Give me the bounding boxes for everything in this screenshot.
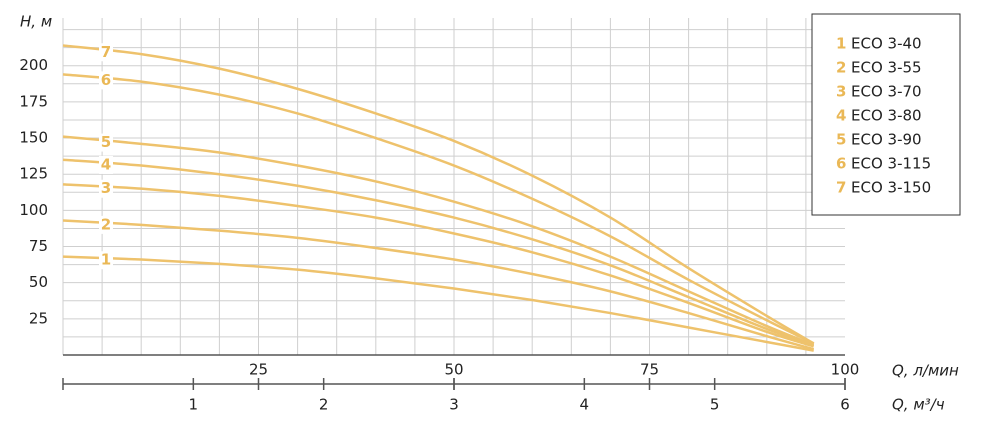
x2-tick-label: 5 bbox=[710, 396, 720, 414]
legend-number: 1 bbox=[836, 35, 846, 53]
curve bbox=[62, 183, 815, 348]
curve-label-bg bbox=[99, 179, 114, 198]
legend-label: ECO 3-115 bbox=[851, 155, 931, 173]
legend-number: 4 bbox=[836, 107, 846, 125]
legend-label: ECO 3-40 bbox=[851, 35, 922, 53]
y-axis-label: H, м bbox=[20, 13, 52, 31]
y-tick-label: 175 bbox=[19, 92, 48, 110]
curve-label-bg bbox=[99, 43, 114, 62]
curve bbox=[62, 44, 815, 345]
legend-number: 5 bbox=[836, 131, 846, 149]
x2-tick-label: 3 bbox=[449, 396, 459, 414]
curve-label: 7 bbox=[101, 43, 111, 61]
legend-label: ECO 3-70 bbox=[851, 83, 922, 101]
curve-label: 6 bbox=[101, 71, 111, 89]
curve bbox=[62, 73, 815, 345]
legend-number: 7 bbox=[836, 179, 846, 197]
x2-tick-label: 1 bbox=[189, 396, 199, 414]
curve-label: 4 bbox=[101, 155, 111, 173]
curve bbox=[62, 135, 815, 347]
x2-tick-label: 6 bbox=[840, 396, 850, 414]
legend-label: ECO 3-90 bbox=[851, 131, 922, 149]
curve-label-bg bbox=[99, 71, 114, 90]
curve-label-bg bbox=[99, 133, 114, 152]
legend-number: 3 bbox=[836, 83, 846, 101]
curve bbox=[62, 158, 815, 347]
y-tick-label: 200 bbox=[19, 56, 48, 74]
x-tick-label: 25 bbox=[249, 361, 268, 379]
curve-label-bg bbox=[99, 251, 114, 270]
curve-label: 3 bbox=[101, 179, 111, 197]
curve-label: 5 bbox=[101, 133, 111, 151]
curve bbox=[62, 219, 815, 351]
y-tick-label: 50 bbox=[29, 273, 48, 291]
legend-box bbox=[811, 13, 961, 216]
x-axis-label: Q, л/мин bbox=[892, 362, 959, 380]
x2-axis-label: Q, м³/ч bbox=[892, 396, 945, 414]
legend-number: 6 bbox=[836, 155, 846, 173]
legend-label: ECO 3-55 bbox=[851, 59, 922, 77]
x-tick-label: 75 bbox=[640, 361, 659, 379]
curve-label: 1 bbox=[101, 251, 111, 269]
curve-label-bg bbox=[99, 155, 114, 174]
x-tick-label: 50 bbox=[444, 361, 463, 379]
x2-tick-label: 4 bbox=[580, 396, 590, 414]
curve bbox=[62, 255, 814, 352]
legend-number: 2 bbox=[836, 59, 846, 77]
x-tick-label: 100 bbox=[831, 361, 860, 379]
legend-label: ECO 3-80 bbox=[851, 107, 922, 125]
curve-label-bg bbox=[99, 215, 114, 234]
legend-label: ECO 3-150 bbox=[851, 179, 931, 197]
x2-tick-label: 2 bbox=[319, 396, 329, 414]
curve-label: 2 bbox=[101, 215, 111, 233]
y-tick-label: 125 bbox=[19, 165, 48, 183]
y-tick-label: 25 bbox=[29, 309, 48, 327]
y-tick-label: 75 bbox=[29, 237, 48, 255]
y-tick-label: 100 bbox=[19, 201, 48, 219]
y-tick-label: 150 bbox=[19, 129, 48, 147]
